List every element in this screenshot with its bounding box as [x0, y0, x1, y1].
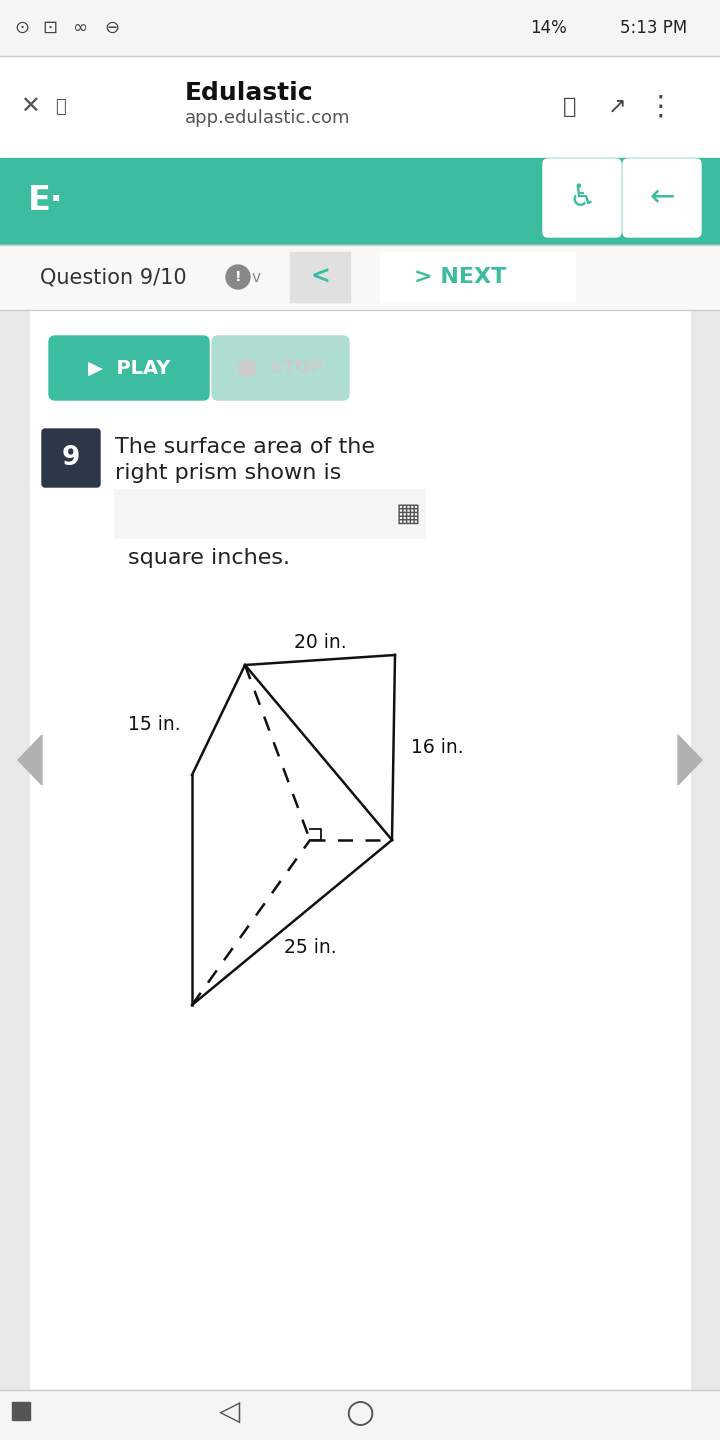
Bar [0, 0, 720, 56]
Text: E·: E· [28, 183, 63, 216]
Text: ∞: ∞ [73, 19, 88, 37]
FancyBboxPatch shape [543, 158, 621, 238]
Bar [380, 252, 575, 302]
Text: ↗: ↗ [608, 96, 626, 117]
Text: ▦: ▦ [395, 501, 420, 527]
Text: ▶  PLAY: ▶ PLAY [88, 359, 170, 377]
Text: v: v [251, 269, 261, 285]
Text: 5:13 PM: 5:13 PM [620, 19, 688, 37]
Bar [290, 252, 350, 302]
Text: 16 in.: 16 in. [410, 737, 463, 757]
Bar [0, 245, 720, 310]
Bar [115, 490, 425, 539]
Text: Question 9/10: Question 9/10 [40, 266, 186, 287]
Text: ⋮: ⋮ [646, 94, 674, 121]
Text: 14%: 14% [530, 19, 567, 37]
Text: 9: 9 [62, 445, 80, 471]
Bar [598, 1401, 618, 1421]
Bar [30, 310, 690, 1395]
Polygon shape [678, 734, 702, 785]
Bar [12, 1403, 30, 1420]
FancyBboxPatch shape [49, 336, 209, 400]
Text: right prism shown is: right prism shown is [115, 464, 341, 482]
Text: ♿: ♿ [568, 183, 595, 213]
Text: app.edulastic.com: app.edulastic.com [185, 109, 351, 127]
Bar [0, 1390, 720, 1440]
Text: ⊡: ⊡ [42, 19, 58, 37]
Text: > NEXT: > NEXT [414, 266, 506, 287]
Text: ⊖: ⊖ [104, 19, 120, 37]
Text: 25 in.: 25 in. [284, 937, 336, 958]
Polygon shape [18, 734, 42, 785]
Text: ◁: ◁ [220, 1398, 240, 1426]
Text: ←: ← [649, 183, 675, 213]
Text: 🔖: 🔖 [563, 96, 577, 117]
FancyBboxPatch shape [212, 336, 349, 400]
Text: ⊙: ⊙ [14, 19, 30, 37]
Text: 🔒: 🔒 [55, 98, 66, 117]
Text: square inches.: square inches. [128, 549, 290, 567]
Text: ✕: ✕ [20, 95, 40, 120]
Text: !: ! [235, 271, 241, 284]
Text: <: < [310, 265, 330, 289]
Circle shape [226, 265, 250, 289]
Text: The surface area of the: The surface area of the [115, 436, 375, 456]
Text: 20 in.: 20 in. [294, 634, 346, 652]
Text: 15 in.: 15 in. [127, 716, 180, 734]
Text: Edulastic: Edulastic [185, 81, 314, 105]
FancyBboxPatch shape [42, 429, 100, 487]
Text: ⬤  STOP: ⬤ STOP [237, 359, 323, 377]
FancyBboxPatch shape [623, 158, 701, 238]
Bar [0, 158, 720, 245]
Text: ○: ○ [346, 1395, 374, 1428]
Bar [0, 56, 720, 158]
